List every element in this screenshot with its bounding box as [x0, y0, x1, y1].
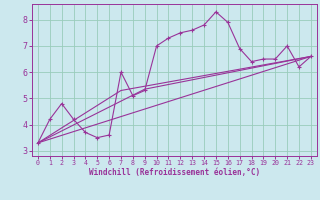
X-axis label: Windchill (Refroidissement éolien,°C): Windchill (Refroidissement éolien,°C): [89, 168, 260, 177]
